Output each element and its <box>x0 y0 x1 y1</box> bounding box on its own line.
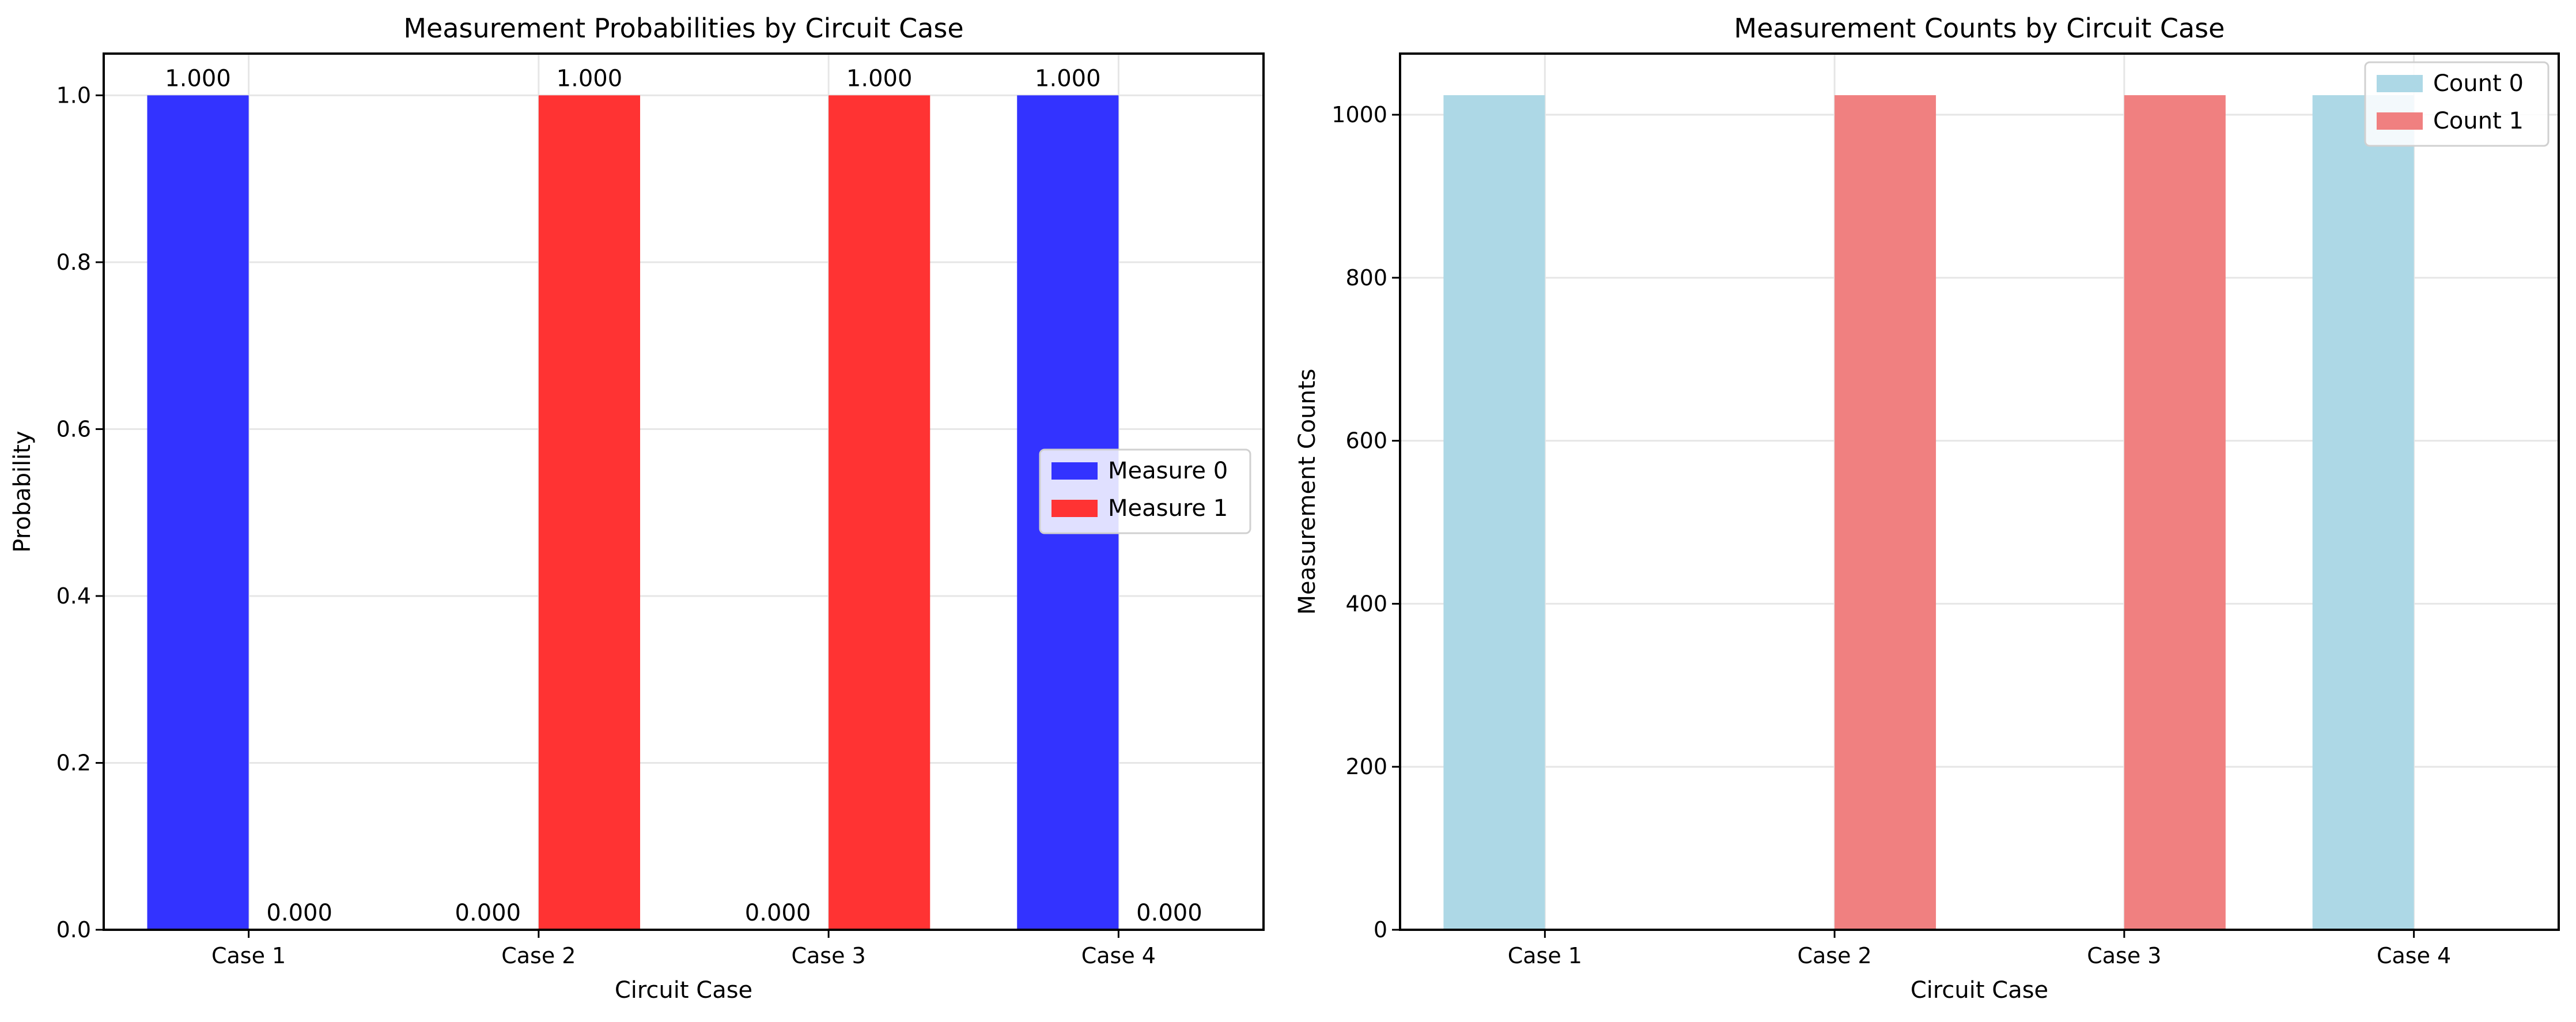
legend-swatch <box>2377 75 2423 92</box>
y-tick-label: 0.4 <box>56 583 91 609</box>
y-tick-label: 0 <box>1374 917 1387 942</box>
chart-title: Measurement Counts by Circuit Case <box>1734 13 2225 44</box>
y-axis-label: Measurement Counts <box>1294 369 1321 615</box>
bar-value-label: 0.000 <box>1136 900 1202 926</box>
legend-swatch <box>1051 462 1098 480</box>
bars <box>1443 95 2414 930</box>
x-tick-label: Case 4 <box>1081 943 1156 968</box>
bar-value-label: 1.000 <box>846 65 913 92</box>
x-tick-label: Case 2 <box>1797 943 1871 968</box>
x-tick-label: Case 3 <box>791 943 865 968</box>
x-axis: Case 1 Case 2 Case 3 Case 4 <box>211 930 1156 968</box>
y-tick-label: 0.8 <box>56 250 91 275</box>
y-tick-label: 0.2 <box>56 750 91 775</box>
bar-count-1-2 <box>1834 95 1936 930</box>
plot-frame <box>103 52 1265 931</box>
x-tick-label: Case 2 <box>501 943 576 968</box>
legend: Measure 0 Measure 1 <box>1039 448 1251 534</box>
x-tick-label: Case 3 <box>2087 943 2161 968</box>
bar-value-label: 0.000 <box>266 900 332 926</box>
bar-value-label: 0.000 <box>745 900 811 926</box>
plot-frame <box>1399 52 2560 931</box>
x-tick-label: Case 1 <box>1508 943 1582 968</box>
bar-measure-1-2 <box>538 95 641 930</box>
bar-measure-1-3 <box>829 95 930 930</box>
y-tick-label: 1.0 <box>56 82 91 108</box>
legend-label: Measure 0 <box>1108 458 1228 484</box>
legend-swatch <box>1051 500 1098 517</box>
bar-value-label: 1.000 <box>557 65 623 92</box>
probability-chart: 1.000 0.000 0.000 1.000 0.000 1.000 1.000 0.000… <box>9 13 1265 1004</box>
bar-count-0-1 <box>1443 95 1545 930</box>
bar-measure-0-1 <box>147 95 249 930</box>
x-axis-label: Circuit Case <box>1911 977 2048 1004</box>
chart-title: Measurement Probabilities by Circuit Cas… <box>403 13 963 44</box>
x-tick-label: Case 1 <box>211 943 286 968</box>
y-tick-label: 200 <box>1345 754 1387 779</box>
y-axis-label: Probability <box>9 431 36 552</box>
y-tick-label: 400 <box>1345 591 1387 616</box>
bar-count-0-4 <box>2312 95 2414 930</box>
x-tick-label: Case 4 <box>2377 943 2451 968</box>
bar-count-1-3 <box>2124 95 2226 930</box>
legend-label: Measure 1 <box>1108 495 1228 522</box>
y-tick-label: 0.0 <box>56 917 91 942</box>
y-tick-label: 1000 <box>1331 102 1387 127</box>
x-axis-label: Circuit Case <box>615 977 752 1004</box>
legend-label: Count 1 <box>2433 108 2524 134</box>
legend: Count 0 Count 1 <box>2364 61 2549 147</box>
bar-value-label: 1.000 <box>1035 65 1101 92</box>
x-axis: Case 1 Case 2 Case 3 Case 4 <box>1508 930 2451 968</box>
y-tick-label: 0.6 <box>56 416 91 442</box>
legend-label: Count 0 <box>2433 70 2524 97</box>
y-axis: 0 200 400 600 800 1000 <box>1331 102 1400 942</box>
y-tick-label: 600 <box>1345 428 1387 454</box>
y-tick-label: 800 <box>1345 265 1387 291</box>
legend-swatch <box>2377 112 2423 130</box>
bar-value-label: 0.000 <box>455 900 521 926</box>
bar-value-label: 1.000 <box>165 65 231 92</box>
y-axis: 0.0 0.2 0.4 0.6 0.8 1.0 <box>56 82 104 942</box>
